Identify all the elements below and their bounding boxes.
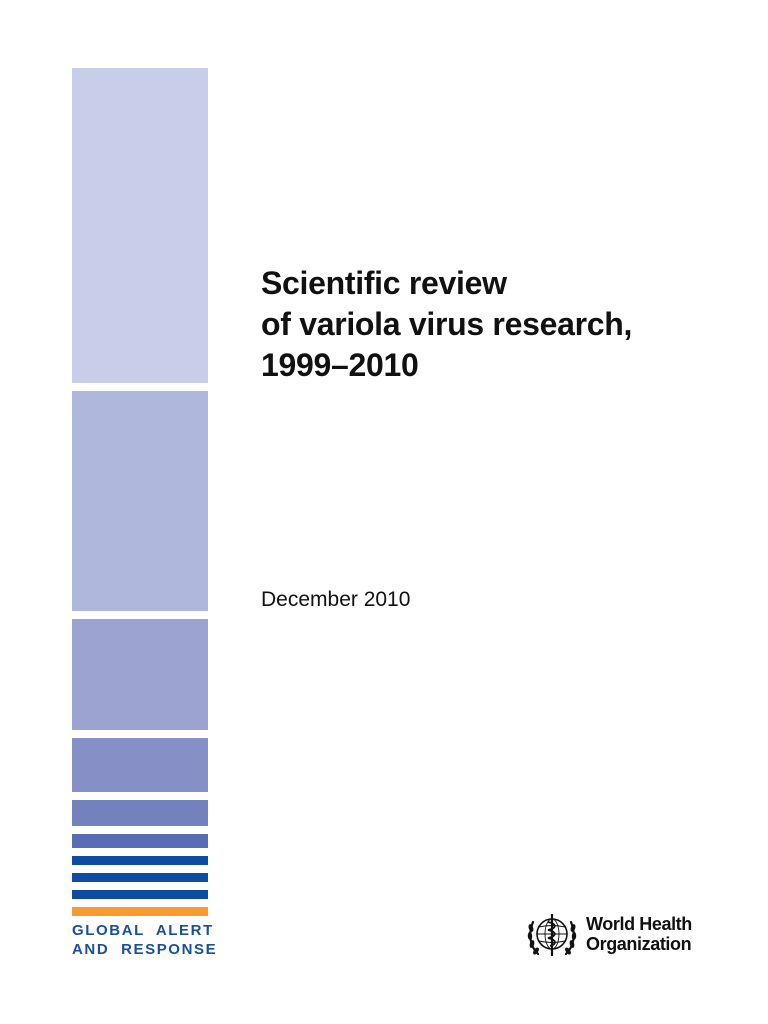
- who-emblem-icon: [527, 914, 577, 956]
- who-logo: World Health Organization: [524, 906, 696, 962]
- cover-bar-1: [72, 68, 208, 383]
- publication-date: December 2010: [261, 588, 411, 611]
- cover-stripe-2: [72, 873, 208, 882]
- title-line-1: Scientific review: [261, 265, 507, 301]
- title-line-3: 1999–2010: [261, 347, 419, 383]
- cover-bar-5: [72, 800, 208, 826]
- who-wordmark: World Health Organization: [586, 914, 692, 954]
- cover-stripe-3: [72, 890, 208, 899]
- document-title: Scientific review of variola virus resea…: [261, 263, 632, 386]
- cover-bar-3: [72, 619, 208, 730]
- cover-bar-4: [72, 738, 208, 792]
- cover-stripe-orange: [72, 907, 208, 916]
- program-label-line-1: GLOBAL ALERT: [72, 922, 214, 939]
- cover-stripe-1: [72, 856, 208, 865]
- program-label-line-2: AND RESPONSE: [72, 941, 218, 958]
- cover-bar-6: [72, 834, 208, 848]
- who-wordmark-line-1: World Health: [586, 914, 692, 934]
- who-wordmark-line-2: Organization: [586, 934, 692, 954]
- title-line-2: of variola virus research,: [261, 306, 633, 342]
- cover-bar-2: [72, 391, 208, 611]
